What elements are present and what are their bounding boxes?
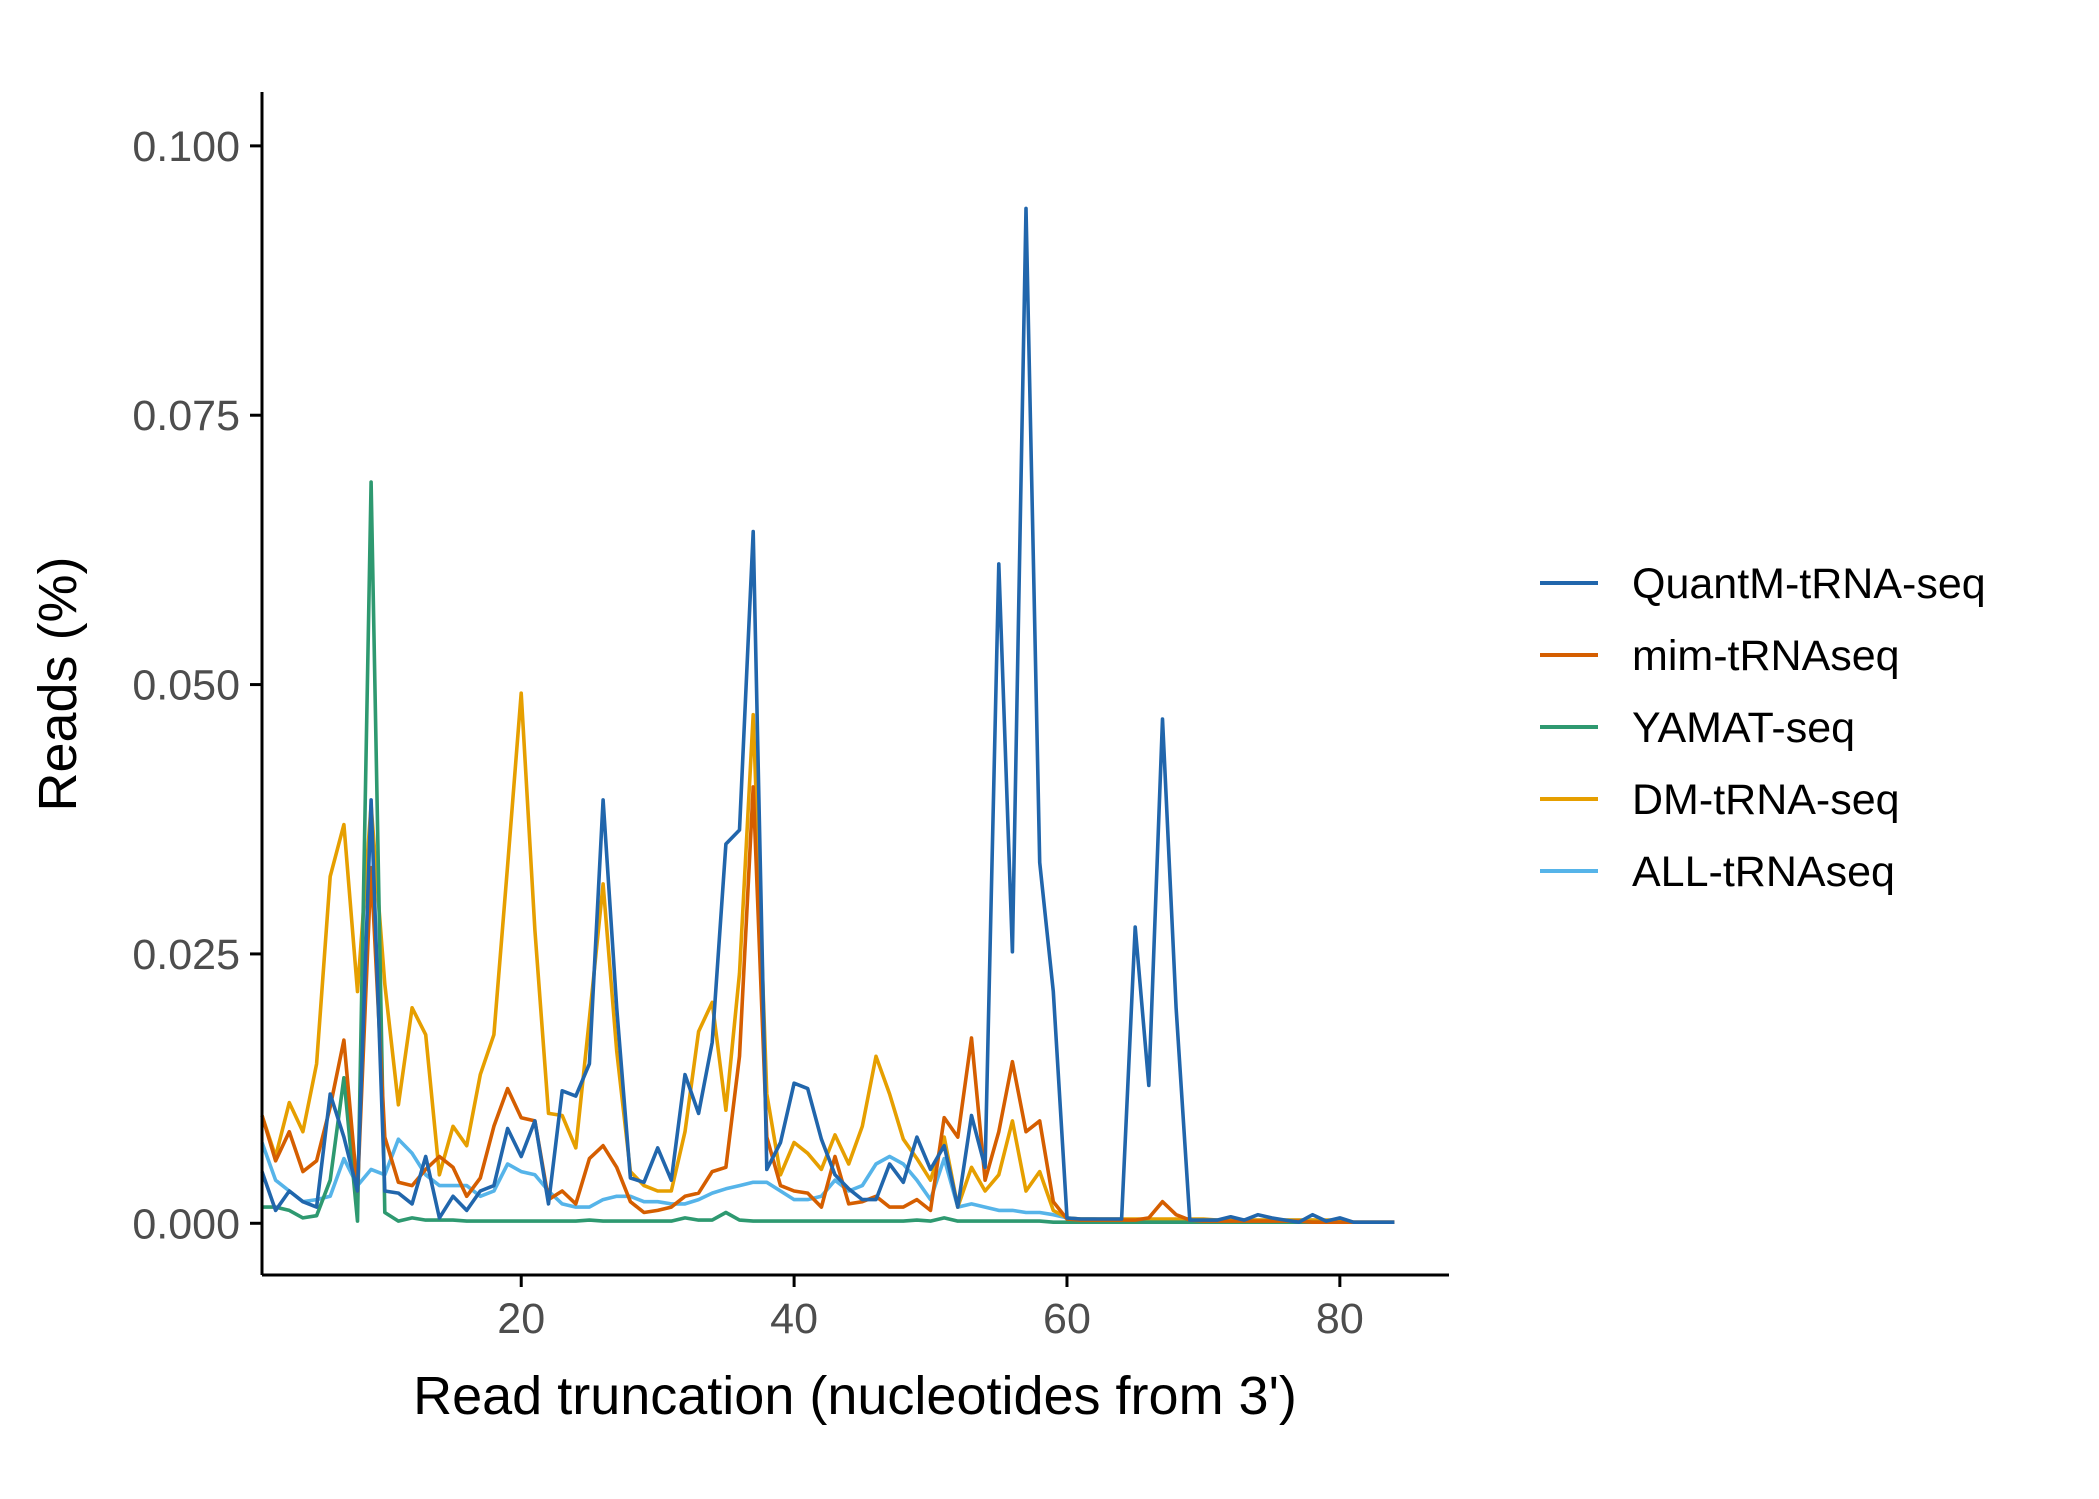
legend-label-dm-trna-seq: DM-tRNA-seq — [1632, 776, 1900, 824]
x-axis-title: Read truncation (nucleotides from 3') — [413, 1366, 1297, 1426]
x-tick-label: 20 — [497, 1295, 545, 1343]
y-tick-label: 0.100 — [132, 123, 240, 171]
y-tick-label: 0.025 — [132, 931, 240, 979]
legend-label-mim-trnaseq: mim-tRNAseq — [1632, 632, 1900, 680]
y-axis-ticks: 0.000 0.025 0.050 0.075 0.100 — [132, 123, 262, 1248]
series-line-all-trnaseq — [260, 1137, 1340, 1223]
y-tick-label: 0.000 — [132, 1200, 240, 1248]
x-tick-label: 60 — [1043, 1295, 1091, 1343]
legend: QuantM-tRNA-seq mim-tRNAseq YAMAT-seq DM-tR… — [1540, 560, 1986, 896]
series-line-quantm-trna-seq — [260, 206, 1395, 1224]
legend-label-quantm-trna-seq: QuantM-tRNA-seq — [1632, 560, 1986, 608]
series-layer — [260, 206, 1395, 1224]
y-axis-title: Reads (%) — [28, 556, 88, 811]
series-line-dm-trna-seq — [260, 691, 1395, 1224]
x-axis-ticks: 20 40 60 80 — [497, 1275, 1364, 1343]
y-tick-label: 0.050 — [132, 662, 240, 710]
y-tick-label: 0.075 — [132, 392, 240, 440]
x-tick-label: 40 — [770, 1295, 818, 1343]
legend-label-yamat-seq: YAMAT-seq — [1632, 704, 1855, 752]
legend-label-all-trnaseq: ALL-tRNAseq — [1632, 848, 1895, 896]
series-line-yamat-seq — [262, 480, 1340, 1224]
x-tick-label: 80 — [1316, 1295, 1364, 1343]
